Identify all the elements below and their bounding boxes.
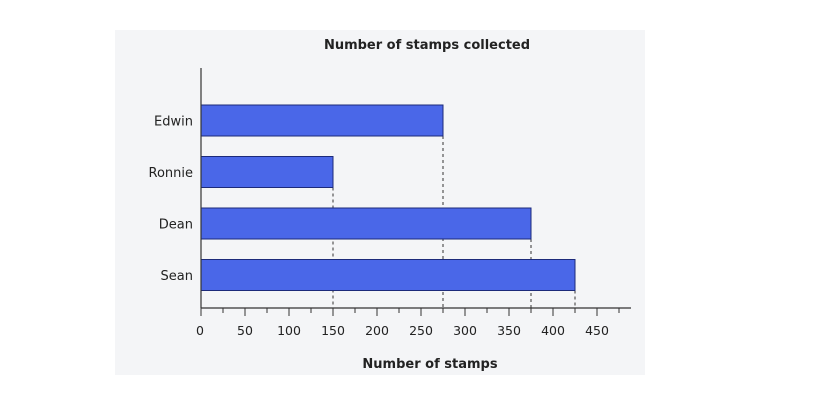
category-label-edwin: Edwin: [154, 115, 193, 130]
bar-dean: [200, 207, 532, 240]
bar-edwin: [200, 104, 444, 137]
x-axis-ticks: [200, 308, 620, 316]
chart-panel: [115, 30, 645, 375]
tick-label-450: 450: [585, 323, 609, 338]
tick-label-50: 50: [237, 323, 253, 338]
category-label-sean: Sean: [161, 269, 193, 284]
tick-label-350: 350: [497, 323, 521, 338]
tick-label-0: 0: [196, 323, 204, 338]
tick-label-100: 100: [277, 323, 301, 338]
bar-ronnie: [200, 156, 334, 188]
category-label-ronnie: Ronnie: [149, 166, 194, 181]
bars: [200, 104, 576, 291]
chart-title: Number of stamps collected: [324, 38, 530, 53]
tick-label-400: 400: [541, 323, 565, 338]
tick-label-250: 250: [409, 323, 433, 338]
tick-label-150: 150: [321, 323, 345, 338]
x-axis-tick-labels: 0 50 100 150 200 250 300 350 400 450: [196, 323, 609, 338]
tick-label-200: 200: [365, 323, 389, 338]
bar-sean: [200, 259, 576, 291]
category-labels: Edwin Ronnie Dean Sean: [149, 115, 194, 285]
x-axis-label: Number of stamps: [362, 357, 497, 372]
category-label-dean: Dean: [159, 218, 193, 233]
tick-label-300: 300: [453, 323, 477, 338]
